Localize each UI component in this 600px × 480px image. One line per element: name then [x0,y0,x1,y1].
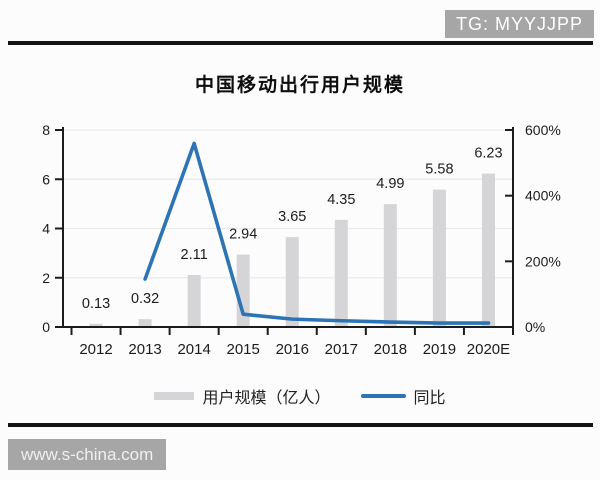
y-axis-left-tick-label: 4 [42,221,50,237]
y-axis-right-tick-label: 0% [525,319,545,335]
x-axis-tick-label: 2015 [227,341,260,358]
bar-2014 [187,275,201,327]
x-axis-tick-label: 2013 [128,341,161,358]
bar-2013 [138,319,152,327]
bar-value-label: 5.58 [425,162,453,178]
x-axis-tick-label: 2017 [325,341,358,358]
bar-value-label: 2.94 [229,227,257,243]
x-axis-tick-label: 2018 [374,341,407,358]
bar-2016 [285,237,299,327]
bottom-divider [8,423,593,427]
y-axis-right-tick-label: 200% [525,253,561,269]
y-axis-right-tick-label: 400% [525,188,561,204]
x-axis-tick-label: 2020E [467,341,510,358]
x-axis-tick-label: 2012 [79,341,112,358]
y-axis-left-tick-label: 6 [42,171,50,187]
bar-value-label: 4.99 [376,176,404,192]
bar-2019 [432,189,446,327]
bar-2017 [334,219,348,327]
bar-value-label: 4.35 [327,192,355,208]
bar-value-label: 0.32 [131,291,159,307]
bar-value-label: 3.65 [278,209,306,225]
y-axis-left-tick-label: 0 [42,319,50,335]
legend-line-label: 同比 [413,390,446,407]
y-axis-left-tick-label: 2 [42,270,50,286]
x-axis-tick-label: 2019 [423,341,456,358]
chart-legend: 用户规模（亿人） 同比 [0,386,600,407]
x-axis-tick-label: 2014 [177,341,210,358]
bar-2012 [89,323,103,327]
bar-2018 [383,204,397,327]
bar-2020E [481,173,495,327]
legend-line-swatch [360,394,406,398]
website-watermark-badge: www.s-china.com [8,439,167,470]
telegram-watermark-badge: TG: MYYJJPP [444,10,594,38]
legend-bar-label: 用户规模（亿人） [202,390,331,407]
legend-bar-swatch [154,392,195,400]
y-axis-right-tick-label: 600% [525,122,561,138]
bar-value-label: 0.13 [82,296,110,312]
top-divider [8,41,593,45]
y-axis-left-tick-label: 8 [42,122,50,138]
x-axis-tick-label: 2016 [276,341,309,358]
line-series [143,141,491,325]
bar-value-label: 2.11 [181,247,208,263]
chart-title: 中国移动出行用户规模 [194,75,405,96]
bar-value-label: 6.23 [474,146,502,162]
